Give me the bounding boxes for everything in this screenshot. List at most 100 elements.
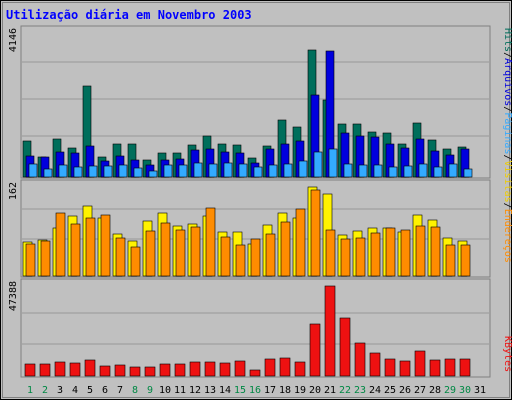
legend-traffic: Hits/Arquivos/Páginas/Visitas/Endereços (502, 28, 512, 263)
bar-visits-endereços-day-6 (100, 214, 111, 277)
bar-visits-endereços-day-14 (220, 236, 231, 277)
x-tick-label: 12 (189, 385, 201, 396)
bar-visits-endereços-day-24 (370, 232, 381, 277)
x-tick-label: 11 (174, 385, 186, 396)
x-tick-label: 29 (444, 385, 456, 396)
bar-traffic-páginas-day-12 (193, 162, 203, 178)
bars-layer (22, 49, 473, 377)
bar-visits-endereços-day-16 (250, 238, 261, 277)
bar-bytes-kbytes-day-5 (84, 359, 96, 377)
bar-visits-endereços-day-8 (130, 246, 141, 277)
bar-visits-endereços-day-23 (355, 237, 366, 277)
bar-traffic-páginas-day-13 (208, 163, 218, 178)
legend-arquivos: Arquivos (502, 58, 512, 106)
x-tick-label: 1 (27, 385, 33, 396)
x-tick-label: 25 (384, 385, 396, 396)
bar-traffic-páginas-day-10 (163, 164, 173, 178)
bar-traffic-páginas-day-4 (73, 166, 83, 178)
bar-visits-endereços-day-10 (160, 222, 171, 277)
bar-bytes-kbytes-day-14 (219, 362, 231, 377)
bar-visits-endereços-day-4 (70, 223, 81, 277)
bar-bytes-kbytes-day-15 (234, 360, 246, 377)
bar-traffic-páginas-day-28 (433, 166, 443, 178)
x-tick-label: 24 (369, 385, 381, 396)
x-tick-label: 20 (309, 385, 321, 396)
bar-traffic-páginas-day-19 (298, 160, 308, 178)
bar-traffic-páginas-day-20 (313, 151, 323, 178)
bar-traffic-páginas-day-27 (418, 163, 428, 178)
x-tick-label: 31 (474, 385, 486, 396)
bar-visits-endereços-day-12 (190, 226, 201, 277)
bar-visits-endereços-day-26 (400, 229, 411, 277)
bar-visits-endereços-day-20 (310, 189, 321, 277)
x-tick-label: 18 (279, 385, 291, 396)
bar-traffic-páginas-day-8 (133, 167, 143, 178)
bytes-ymax-label: 47388 (8, 281, 19, 311)
bar-bytes-kbytes-day-26 (399, 360, 411, 377)
x-tick-label: 4 (72, 385, 78, 396)
bar-bytes-kbytes-day-11 (174, 363, 186, 377)
traffic-ymax-label: 4146 (8, 28, 19, 52)
bar-bytes-kbytes-day-1 (24, 363, 36, 377)
bar-visits-endereços-day-2 (40, 240, 51, 277)
x-tick-label: 27 (414, 385, 426, 396)
x-tick-label: 26 (399, 385, 411, 396)
bar-bytes-kbytes-day-21 (324, 285, 336, 377)
legend-bytes: KBytes (502, 336, 512, 372)
x-tick-label: 15 (234, 385, 246, 396)
bar-traffic-páginas-day-2 (43, 168, 53, 178)
bar-visits-endereços-day-17 (265, 233, 276, 277)
x-tick-label: 21 (324, 385, 336, 396)
bar-visits-endereços-day-29 (445, 244, 456, 277)
bar-bytes-kbytes-day-27 (414, 350, 426, 377)
bar-visits-endereços-day-19 (295, 208, 306, 277)
bar-traffic-páginas-day-23 (358, 164, 368, 178)
bar-bytes-kbytes-day-10 (159, 363, 171, 377)
legend-visitas: Visitas (502, 161, 512, 203)
bar-bytes-kbytes-day-7 (114, 364, 126, 377)
x-tick-label: 3 (57, 385, 63, 396)
x-tick-label: 9 (147, 385, 153, 396)
bar-visits-endereços-day-13 (205, 207, 216, 277)
legend-traffic-text: Hits/Arquivos/Páginas/Visitas/Endereços (502, 28, 512, 263)
panel-traffic-bg (20, 25, 491, 179)
bar-visits-endereços-day-15 (235, 244, 246, 277)
x-tick-label: 23 (354, 385, 366, 396)
x-tick-labels: 1 2 3 4 5 6 7 8 9 10 11 12 13 14 15 16 17 18 19 20 21 22 23 24 2… (27, 385, 486, 396)
bar-visits-endereços-day-7 (115, 237, 126, 277)
bar-traffic-páginas-day-16 (253, 166, 263, 178)
visits-ymax-label: 162 (8, 182, 19, 200)
legend-sep: / (502, 52, 512, 58)
bar-bytes-kbytes-day-6 (99, 365, 111, 377)
bar-traffic-páginas-day-3 (58, 164, 68, 178)
bar-visits-endereços-day-21 (325, 229, 336, 277)
legend-hits: Hits (502, 28, 512, 52)
bar-traffic-páginas-day-17 (268, 164, 278, 178)
panel-traffic (20, 25, 491, 179)
bar-visits-endereços-day-27 (415, 225, 426, 277)
bar-traffic-páginas-day-18 (283, 163, 293, 178)
bar-traffic-páginas-day-25 (388, 166, 398, 178)
x-tick-label: 8 (132, 385, 138, 396)
bar-traffic-páginas-day-14 (223, 162, 233, 178)
bar-visits-endereços-day-9 (145, 230, 156, 277)
bar-visits-endereços-day-11 (175, 229, 186, 277)
x-tick-label: 7 (117, 385, 123, 396)
bar-traffic-páginas-day-5 (88, 165, 98, 178)
bar-visits-endereços-day-22 (340, 238, 351, 277)
x-tick-label: 6 (102, 385, 108, 396)
x-tick-label: 19 (294, 385, 306, 396)
bar-visits-endereços-day-28 (430, 226, 441, 277)
x-tick-label: 16 (249, 385, 261, 396)
bar-traffic-páginas-day-22 (343, 163, 353, 178)
x-tick-label: 5 (87, 385, 93, 396)
bar-bytes-kbytes-day-4 (69, 362, 81, 377)
panel-bytes (20, 278, 491, 378)
bar-bytes-kbytes-day-13 (204, 361, 216, 377)
bar-visits-endereços-day-25 (385, 227, 396, 277)
bar-traffic-páginas-day-15 (238, 163, 248, 178)
bar-visits-endereços-day-30 (460, 244, 471, 277)
bar-bytes-kbytes-day-2 (39, 363, 51, 377)
